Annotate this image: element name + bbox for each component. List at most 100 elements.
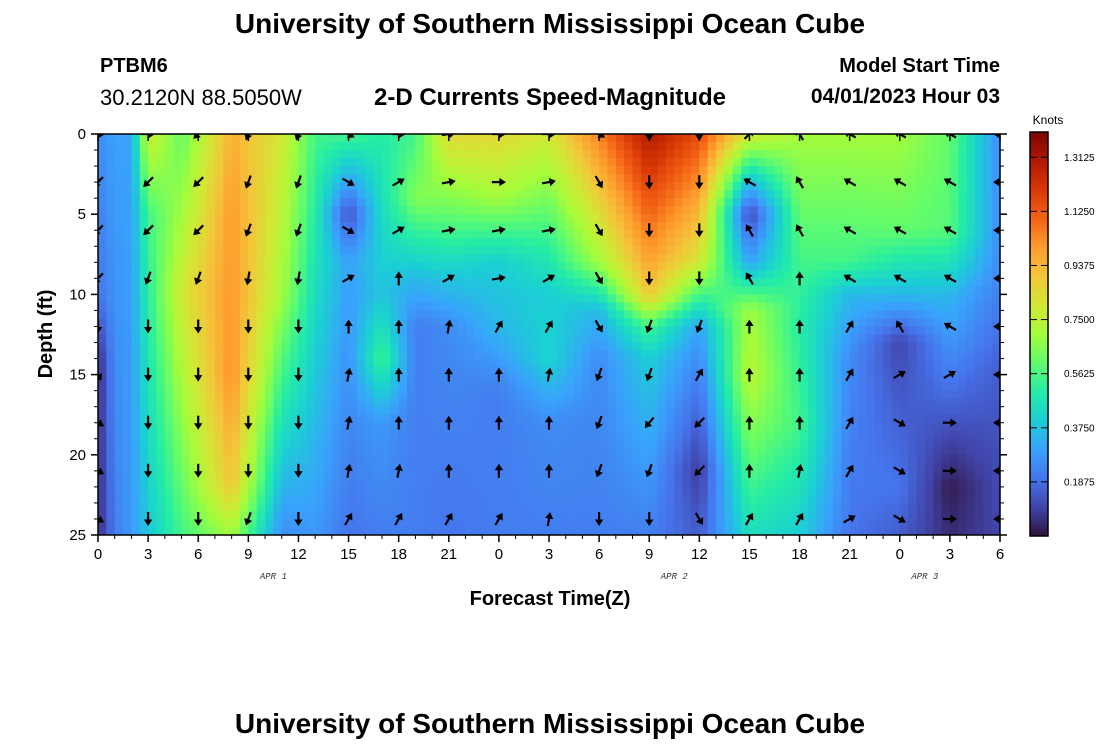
heatmap-cell [607,182,617,191]
heatmap-cell [732,278,742,287]
heatmap-cell [974,462,984,472]
heatmap-cell [782,310,792,320]
heatmap-cell [323,302,333,312]
heatmap-cell [465,134,475,143]
heatmap-cell [724,358,734,368]
heatmap-cell [306,414,316,424]
heatmap-cell [607,150,617,159]
heatmap-cell [791,190,801,199]
heatmap-cell [106,430,116,440]
heatmap-cell [849,214,859,223]
heatmap-cell [473,326,483,336]
heatmap-cell [465,214,475,223]
heatmap-cell [390,430,400,440]
heatmap-cell [699,398,709,408]
heatmap-cell [632,446,642,456]
heatmap-cell [189,422,199,432]
heatmap-cell [791,350,801,360]
heatmap-cell [507,166,517,175]
heatmap-cell [540,382,550,392]
heatmap-cell [248,382,258,392]
heatmap-cell [98,398,107,408]
heatmap-cell [206,414,216,424]
heatmap-cell [816,494,826,504]
heatmap-cell [532,206,542,215]
heatmap-cell [482,390,492,400]
heatmap-cell [148,342,158,352]
heatmap-cell [248,246,258,255]
heatmap-cell [607,462,617,472]
heatmap-cell [248,182,258,191]
heatmap-cell [139,206,149,215]
heatmap-cell [515,230,525,239]
heatmap-cell [557,470,567,480]
heatmap-cell [657,214,667,223]
heatmap-cell [273,270,283,279]
heatmap-cell [490,206,500,215]
heatmap-cell [590,462,600,472]
heatmap-cell [749,198,759,207]
heatmap-cell [256,254,266,263]
heatmap-cell [674,398,684,408]
heatmap-cell [599,422,609,432]
heatmap-cell [732,294,742,304]
heatmap-cell [724,366,734,376]
heatmap-cell [198,446,208,456]
heatmap-cell [498,358,508,368]
heatmap-cell [365,486,375,496]
heatmap-cell [966,390,976,400]
heatmap-cell [381,430,391,440]
heatmap-cell [198,406,208,416]
heatmap-cell [958,438,968,448]
heatmap-cell [866,182,876,191]
heatmap-cell [716,150,725,159]
heatmap-cell [432,262,442,271]
heatmap-cell [832,494,842,504]
heatmap-cell [148,278,158,287]
heatmap-cell [557,326,567,336]
heatmap-cell [465,358,475,368]
heatmap-cell [432,398,442,408]
heatmap-cell [549,350,558,360]
heatmap-cell [716,294,725,304]
heatmap-cell [924,174,934,183]
heatmap-cell [966,238,976,247]
heatmap-cell [281,158,291,167]
heatmap-cell [574,422,584,432]
heatmap-cell [724,478,734,488]
heatmap-cell [181,446,191,456]
heatmap-cell [123,222,133,231]
heatmap-cell [983,246,993,255]
heatmap-cell [214,462,224,472]
heatmap-cell [515,270,525,279]
heatmap-cell [381,398,391,408]
heatmap-cell [365,214,375,223]
heatmap-cell [473,486,483,496]
heatmap-cell [974,246,984,255]
heatmap-cell [206,230,216,239]
heatmap-cell [849,326,859,336]
heatmap-cell [916,326,926,336]
heatmap-cell [574,142,584,151]
heatmap-cell [256,182,266,191]
heatmap-cell [198,326,208,336]
heatmap-cell [749,302,759,312]
heatmap-cell [298,342,308,352]
heatmap-cell [674,302,684,312]
heatmap-cell [415,286,425,295]
heatmap-cell [123,406,133,416]
heatmap-cell [983,350,993,360]
heatmap-cell [323,254,333,263]
heatmap-cell [899,358,909,368]
heatmap-cell [265,390,274,400]
heatmap-cell [690,462,700,472]
heatmap-cell [565,222,575,231]
heatmap-cell [849,182,859,191]
heatmap-cell [340,246,350,255]
heatmap-cell [398,206,408,215]
heatmap-cell [540,334,550,344]
heatmap-cell [908,470,918,480]
heatmap-cell [515,254,525,263]
heatmap-cell [206,278,216,287]
heatmap-cell [841,342,851,352]
